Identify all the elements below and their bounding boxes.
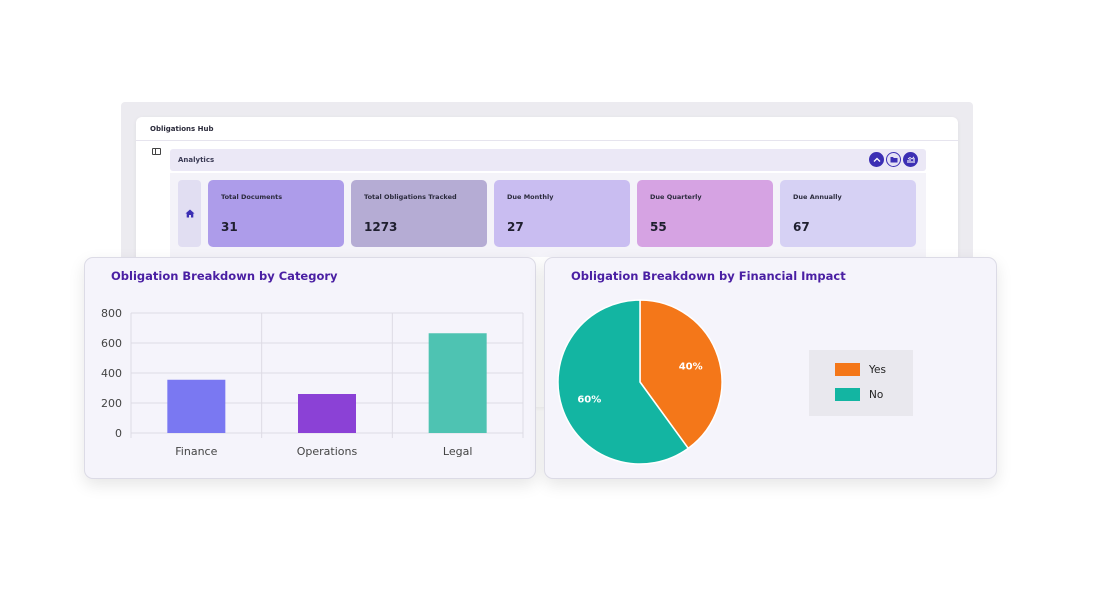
stat-label: Total Documents (221, 193, 283, 201)
stat-value: 1273 (364, 220, 398, 234)
legend-label: Yes (869, 363, 886, 376)
stat-value: 55 (650, 220, 667, 234)
stat-card-total-documents[interactable]: Total Documents 31 (208, 180, 344, 247)
stat-label: Due Monthly (507, 193, 554, 201)
bar-operations[interactable] (298, 394, 356, 433)
section-header: Analytics (170, 149, 926, 171)
impact-chart-panel: Obligation Breakdown by Financial Impact… (544, 257, 997, 479)
pie-slice-no[interactable] (557, 299, 690, 465)
category-chart-title: Obligation Breakdown by Category (111, 269, 338, 283)
stats-area: Total Documents 31 Total Obligations Tra… (170, 173, 926, 257)
pie-legend: Yes No (809, 350, 913, 416)
stat-value: 27 (507, 220, 524, 234)
stat-label: Due Annually (793, 193, 842, 201)
sidebar-toggle-icon[interactable] (152, 148, 161, 155)
legend-swatch (835, 363, 860, 376)
header-actions (869, 152, 918, 167)
y-tick-label: 400 (101, 367, 122, 380)
legend-item-no[interactable]: No (835, 388, 883, 401)
pie-slice-label: 40% (679, 362, 703, 373)
chart-icon[interactable] (903, 152, 918, 167)
y-tick-label: 800 (101, 307, 122, 320)
category-chart-panel: Obligation Breakdown by Category 0 200 400… (84, 257, 536, 479)
x-tick-label: Finance (175, 445, 217, 458)
y-tick-label: 0 (115, 427, 122, 440)
bar-legal[interactable] (428, 333, 487, 433)
stat-card-due-quarterly[interactable]: Due Quarterly 55 (637, 180, 773, 247)
impact-pie-chart: 40% 60% (557, 299, 723, 465)
x-tick-label: Legal (443, 445, 472, 458)
stat-card-due-monthly[interactable]: Due Monthly 27 (494, 180, 630, 247)
stat-value: 67 (793, 220, 810, 234)
stat-value: 31 (221, 220, 238, 234)
folder-icon[interactable] (886, 152, 901, 167)
stat-card-due-annually[interactable]: Due Annually 67 (780, 180, 916, 247)
home-button[interactable] (178, 180, 201, 247)
y-tick-label: 600 (101, 337, 122, 350)
stat-label: Total Obligations Tracked (364, 193, 457, 201)
pie-slice-yes[interactable] (639, 299, 723, 450)
stat-label: Due Quarterly (650, 193, 702, 201)
bar-finance[interactable] (167, 379, 226, 433)
home-icon (185, 209, 194, 218)
stat-card-total-obligations[interactable]: Total Obligations Tracked 1273 (351, 180, 487, 247)
category-bar-chart: 0 200 400 600 800 Finance Operations Legal (101, 307, 524, 458)
y-tick-label: 200 (101, 397, 122, 410)
app-title: Obligations Hub (136, 117, 958, 141)
legend-item-yes[interactable]: Yes (835, 363, 886, 376)
legend-label: No (869, 388, 884, 401)
impact-chart-title: Obligation Breakdown by Financial Impact (571, 269, 846, 283)
legend-swatch (835, 388, 860, 401)
chevron-up-icon[interactable] (869, 152, 884, 167)
x-tick-label: Operations (297, 445, 358, 458)
pie-slice-label: 60% (577, 394, 601, 405)
section-title: Analytics (178, 156, 215, 164)
